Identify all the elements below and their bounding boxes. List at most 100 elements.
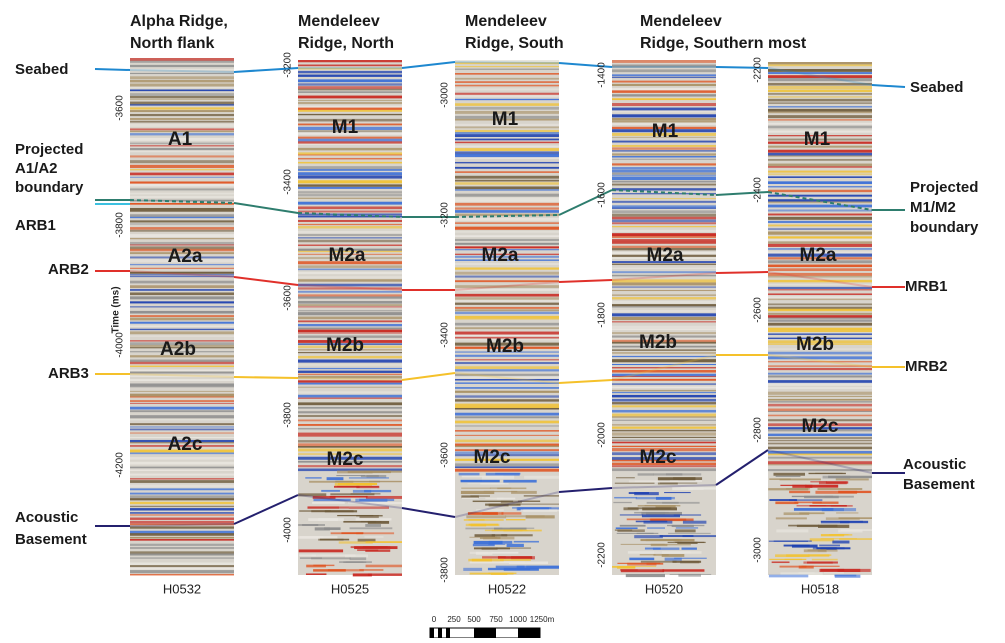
reflector (130, 457, 234, 459)
reflector (612, 156, 716, 158)
reflector (130, 281, 234, 284)
tick-label: -3400 (283, 169, 294, 195)
reflector (612, 282, 716, 285)
reflector (130, 73, 234, 74)
reflector (647, 527, 665, 528)
scale-bar (430, 628, 540, 638)
reflector (641, 512, 665, 515)
reflector (612, 175, 716, 177)
reflector (455, 332, 559, 335)
reflector (834, 575, 856, 577)
tick-label: -1400 (597, 62, 608, 88)
unit-label: M2c (327, 449, 364, 470)
reflector (298, 324, 402, 326)
reflector (298, 96, 402, 99)
horizon (234, 203, 298, 213)
panel-title: North flank (130, 35, 215, 52)
reflector (130, 121, 234, 123)
reflector (612, 326, 716, 329)
reflector (628, 551, 654, 553)
reflector (612, 230, 716, 232)
reflector (621, 544, 665, 545)
unit-label: M1 (804, 129, 831, 150)
reflector (768, 153, 872, 156)
reflector (130, 508, 234, 510)
reflector (768, 396, 872, 397)
reflector (768, 373, 872, 375)
reflector (298, 191, 402, 193)
reflector (130, 372, 234, 374)
reflector (768, 155, 872, 156)
reflector (455, 154, 559, 157)
reflector (130, 196, 234, 198)
reflector (298, 180, 402, 183)
unit-label: A2b (160, 339, 196, 360)
reflector (359, 499, 394, 501)
reflector (647, 502, 679, 504)
tick-label: -3200 (440, 202, 451, 228)
reflector (616, 527, 638, 529)
reflector (612, 301, 716, 304)
reflector (805, 485, 838, 488)
reflector (298, 231, 402, 233)
reflector (497, 488, 526, 490)
reflector (455, 95, 559, 98)
reflector (612, 440, 716, 442)
reflector (654, 473, 683, 475)
reflector (768, 112, 872, 114)
label: boundary (15, 179, 84, 196)
reflector (612, 81, 716, 83)
reflector (130, 118, 234, 120)
reflector (640, 554, 656, 555)
reflector (455, 85, 559, 87)
reflector (664, 492, 691, 493)
reflector (309, 481, 353, 483)
reflector (130, 369, 234, 371)
reflector (298, 211, 402, 213)
reflector (612, 364, 716, 365)
unit-label: M2b (326, 335, 364, 356)
reflector (776, 476, 801, 477)
reflector (130, 366, 234, 367)
reflector (455, 223, 559, 224)
reflector (455, 312, 559, 314)
reflector (298, 175, 402, 178)
reflector (768, 276, 872, 278)
reflector (298, 114, 402, 115)
reflector (130, 493, 234, 495)
horizon (559, 280, 612, 282)
label: ARB3 (48, 365, 89, 382)
reflector (615, 483, 655, 484)
tick-label: -3800 (440, 557, 451, 583)
reflector (485, 498, 503, 500)
reflector (658, 483, 678, 485)
reflector (298, 226, 402, 228)
panel-title: Mendeleev (640, 13, 722, 30)
reflector (521, 509, 559, 511)
reflector (455, 406, 559, 409)
reflector (298, 402, 402, 405)
reflector (514, 541, 539, 543)
reflector (768, 229, 872, 230)
reflector (612, 437, 716, 438)
reflector (465, 528, 502, 530)
reflector (130, 93, 234, 96)
reflector (356, 486, 379, 488)
reflector (321, 490, 340, 492)
label: ARB1 (15, 217, 56, 234)
label: ARB2 (48, 261, 89, 278)
reflector (313, 565, 334, 566)
reflector (612, 416, 716, 418)
reflector (674, 558, 707, 559)
reflector (768, 303, 872, 305)
reflector (612, 287, 716, 288)
reflector (768, 109, 872, 112)
reflector (768, 392, 872, 395)
reflector (365, 541, 402, 543)
reflector (130, 306, 234, 307)
reflector (455, 186, 559, 189)
reflector (612, 181, 716, 183)
reflector (822, 508, 856, 511)
reflector (455, 359, 559, 360)
reflector (298, 198, 402, 199)
